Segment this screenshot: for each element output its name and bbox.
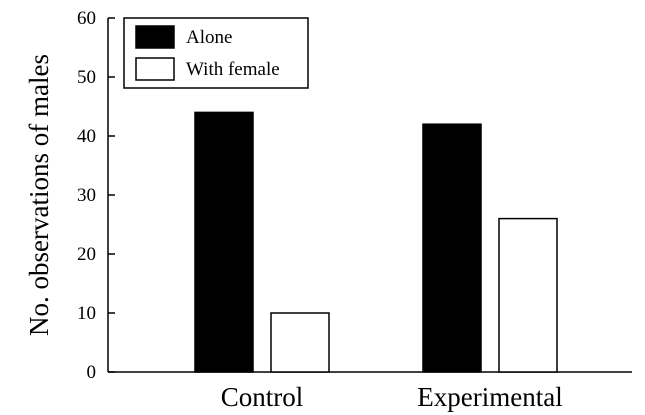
y-tick-label: 50: [77, 67, 96, 88]
bar-with-female: [270, 312, 330, 373]
y-axis-title: No. observations of males: [24, 54, 54, 336]
bar-with-female: [498, 217, 558, 373]
bars: [194, 111, 558, 373]
legend: Alone With female: [123, 17, 309, 89]
x-category-label: Control: [221, 382, 304, 412]
y-tick-label: 30: [77, 185, 96, 206]
y-tick-label: 60: [77, 8, 96, 29]
y-tick-label: 10: [77, 303, 96, 324]
axes: 0 10 20 30 40 50 60 Control Experimental: [77, 8, 632, 412]
y-tick-label: 40: [77, 126, 96, 147]
legend-label: Alone: [186, 27, 232, 48]
legend-swatch: [135, 57, 175, 81]
legend-swatch: [135, 25, 175, 49]
legend-label: With female: [186, 59, 280, 80]
bar-alone: [194, 111, 254, 373]
x-category-label: Experimental: [417, 382, 562, 412]
y-tick-label: 20: [77, 244, 96, 265]
y-tick-label: 0: [87, 362, 97, 383]
bar-alone: [422, 123, 482, 373]
